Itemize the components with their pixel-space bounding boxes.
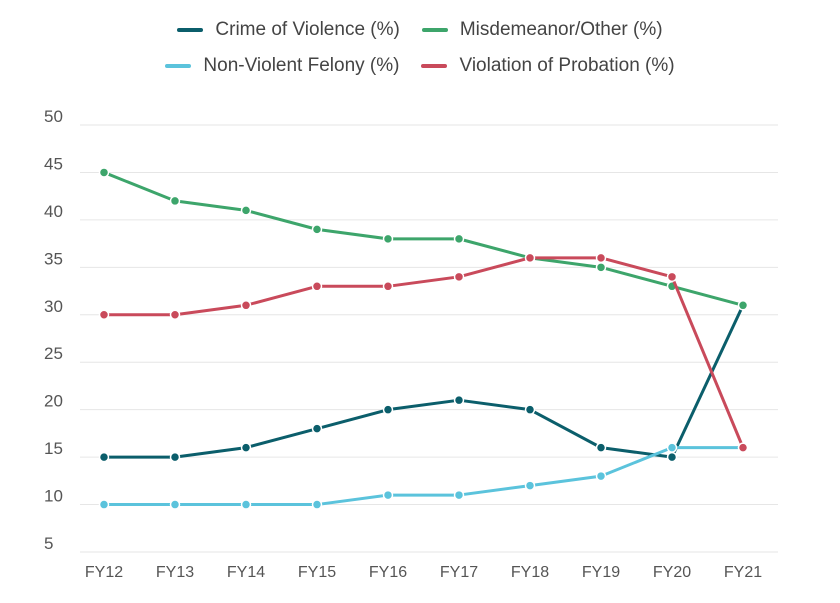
x-tick-label: FY18	[511, 564, 549, 581]
data-point	[98, 167, 110, 178]
series-line	[102, 303, 745, 459]
legend-label: Non-Violent Felony (%)	[203, 55, 400, 76]
data-point	[311, 224, 323, 235]
legend-label: Crime of Violence (%)	[215, 19, 400, 40]
legend-item-misdemeanor-other: Misdemeanor/Other (%)	[421, 19, 663, 41]
x-tick-label: FY12	[85, 564, 123, 581]
data-point	[98, 499, 110, 510]
data-point	[240, 205, 252, 216]
data-point	[524, 480, 536, 491]
data-point	[169, 499, 181, 510]
data-point	[311, 499, 323, 510]
data-point	[382, 489, 394, 501]
x-tick-label: FY17	[440, 564, 478, 581]
data-point	[666, 442, 678, 453]
legend-label: Misdemeanor/Other (%)	[459, 19, 663, 40]
x-tick-label: FY13	[156, 564, 194, 581]
y-tick-label: 5	[44, 534, 53, 553]
data-point	[666, 451, 678, 463]
data-point	[453, 233, 465, 245]
data-point	[98, 309, 110, 321]
data-point	[98, 451, 110, 463]
data-point	[240, 300, 252, 311]
x-tick-label: FY19	[582, 564, 620, 581]
data-point	[169, 451, 181, 463]
series-line	[102, 446, 745, 507]
data-point	[169, 309, 181, 321]
data-point	[453, 271, 465, 283]
x-tick-label: FY14	[227, 564, 265, 581]
data-point	[453, 394, 465, 406]
data-point	[595, 252, 607, 264]
legend-swatch	[165, 64, 192, 68]
legend-item-violation-of-probation: Violation of Probation (%)	[421, 55, 675, 77]
y-tick-label: 45	[44, 154, 63, 173]
data-point	[524, 252, 536, 264]
y-tick-label: 35	[44, 249, 63, 268]
x-tick-label: FY15	[298, 564, 336, 581]
y-tick-label: 40	[44, 202, 63, 221]
data-point	[240, 499, 252, 510]
data-point	[737, 300, 749, 311]
data-point	[311, 423, 323, 434]
y-tick-label: 50	[44, 107, 63, 126]
data-point	[311, 281, 323, 292]
data-point	[453, 489, 465, 501]
data-point	[595, 442, 607, 453]
data-point	[737, 442, 749, 453]
x-tick-label: FY16	[369, 564, 407, 581]
legend-swatch	[421, 28, 448, 32]
data-point	[666, 271, 678, 283]
y-tick-label: 30	[44, 297, 63, 316]
data-point	[595, 262, 607, 273]
data-point	[382, 404, 394, 415]
y-tick-label: 25	[44, 344, 63, 363]
data-point	[595, 470, 607, 482]
y-tick-label: 15	[44, 439, 63, 458]
legend-swatch	[421, 64, 448, 68]
legend-row-1: Crime of Violence (%) Misdemeanor/Other …	[0, 12, 840, 48]
data-point	[382, 281, 394, 292]
series-line	[102, 170, 745, 307]
legend-label: Violation of Probation (%)	[459, 55, 675, 76]
legend-item-non-violent-felony: Non-Violent Felony (%)	[165, 55, 399, 77]
x-tick-label: FY20	[653, 564, 691, 581]
data-point	[382, 233, 394, 245]
data-point	[169, 195, 181, 207]
legend-swatch	[177, 28, 204, 32]
legend: Crime of Violence (%) Misdemeanor/Other …	[0, 12, 840, 84]
data-point	[524, 404, 536, 415]
series-line	[102, 256, 745, 450]
x-tick-label: FY21	[724, 564, 762, 581]
legend-item-crime-of-violence: Crime of Violence (%)	[177, 19, 400, 41]
y-tick-label: 10	[44, 487, 63, 506]
y-tick-label: 20	[44, 392, 63, 411]
legend-row-2: Non-Violent Felony (%) Violation of Prob…	[0, 48, 840, 84]
data-point	[240, 442, 252, 453]
